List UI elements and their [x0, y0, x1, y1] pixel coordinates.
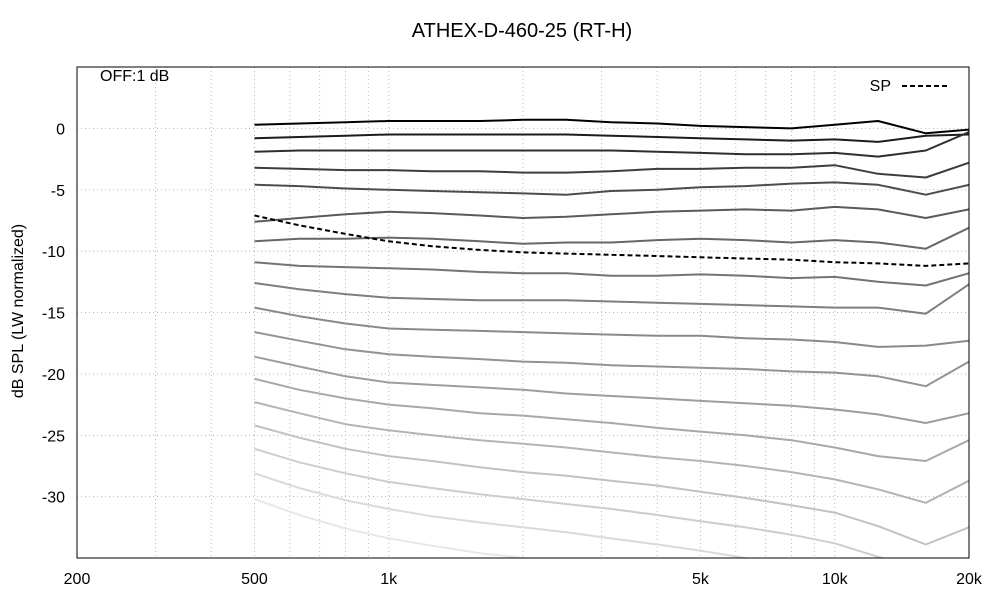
series-line-120: [254, 377, 969, 462]
series-line-150: [254, 447, 886, 558]
series-line-110: [254, 355, 969, 424]
series-line-40: [254, 181, 969, 196]
series-line-170: [254, 498, 531, 558]
series-line-30: [254, 161, 969, 179]
series-line-60: [254, 226, 969, 250]
series-line-20: [254, 131, 969, 158]
legend-label-sp: SP: [870, 78, 891, 95]
series-line-10: [254, 133, 969, 143]
x-tick-label: 1k: [380, 571, 398, 588]
grid: [76, 67, 970, 558]
series-line-50: [254, 205, 969, 223]
y-tick-label: -10: [42, 244, 65, 261]
series-lines: [254, 118, 969, 558]
y-tick-label: 0: [56, 121, 65, 138]
y-tick-label: -15: [42, 306, 65, 323]
x-tick-label: 5k: [692, 571, 710, 588]
series-line-70: [254, 261, 969, 287]
series-line-140: [254, 424, 969, 546]
y-tick-label: -25: [42, 428, 65, 445]
axis-labels: 200 500 1k 5k 10k 20k 0 -5 -10 -15 -20 -25 -30: [42, 121, 983, 588]
series-line-80: [254, 282, 969, 315]
x-tick-label: 10k: [822, 571, 849, 588]
legend: SP: [870, 78, 947, 95]
y-tick-label: -30: [42, 490, 65, 507]
series-line-100: [254, 331, 969, 388]
series-line-130: [254, 401, 969, 504]
x-tick-label: 20k: [956, 571, 983, 588]
series-line-0: [254, 118, 969, 135]
series-line-90: [254, 306, 969, 348]
series-line-160: [254, 472, 751, 558]
y-tick-label: -5: [51, 183, 65, 200]
y-axis-label: dB SPL (LW normalized): [10, 224, 27, 398]
series-line-sp: [254, 214, 969, 267]
x-tick-label: 200: [64, 571, 91, 588]
offset-annotation: OFF:1 dB: [100, 68, 169, 85]
plot-frame: [76, 66, 970, 559]
y-tick-label: -20: [42, 367, 65, 384]
x-tick-label: 500: [241, 571, 268, 588]
chart-title: ATHEX-D-460-25 (RT-H): [412, 20, 632, 42]
